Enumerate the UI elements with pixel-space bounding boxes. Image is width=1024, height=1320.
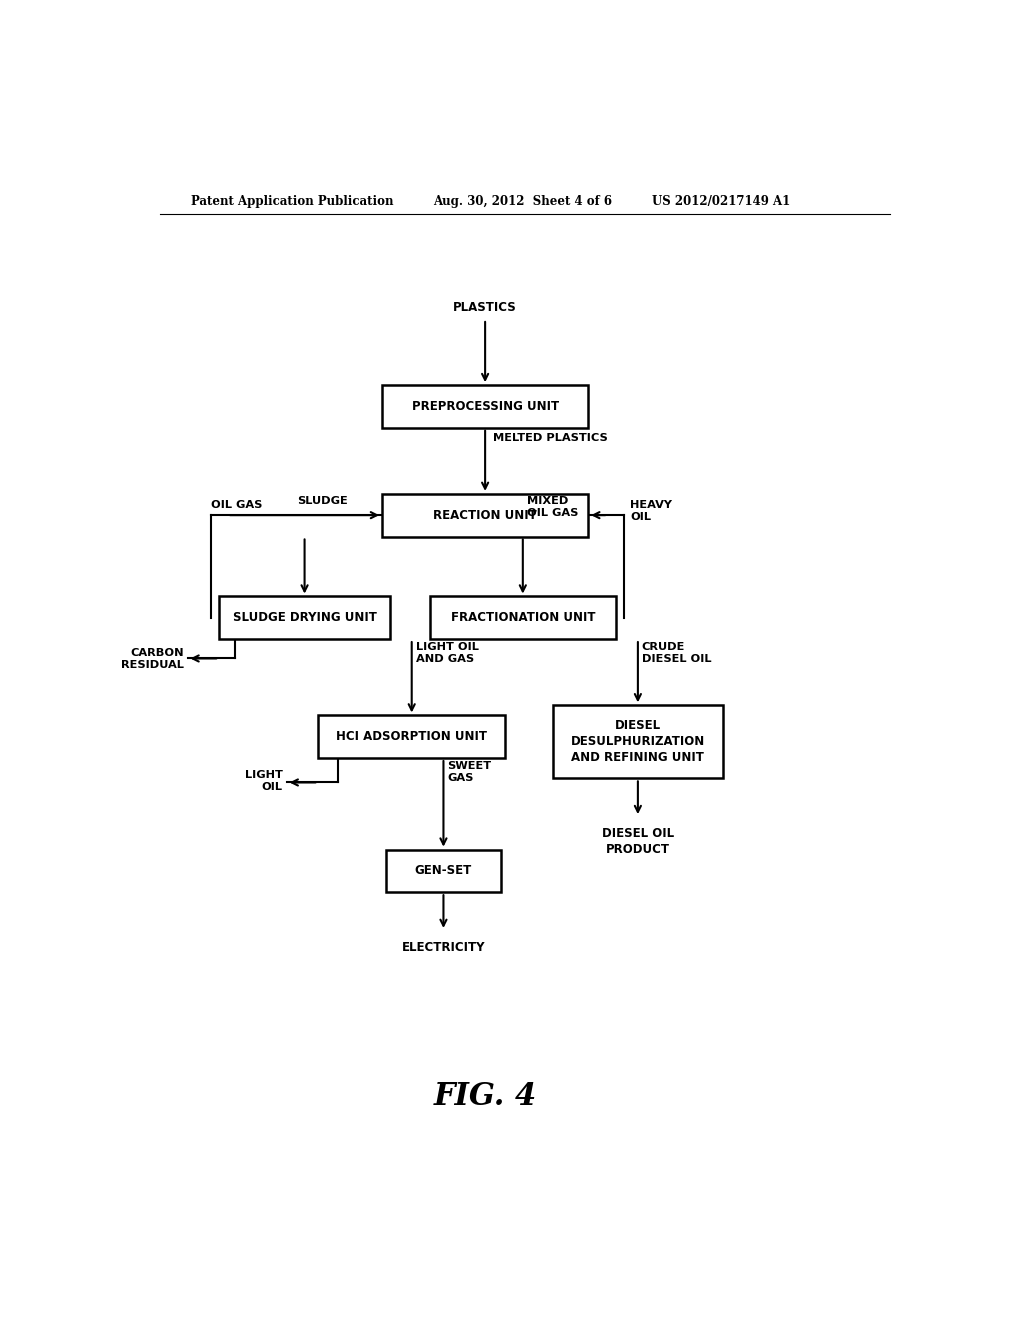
Text: CRUDE
DIESEL OIL: CRUDE DIESEL OIL: [642, 643, 712, 664]
Text: Aug. 30, 2012  Sheet 4 of 6: Aug. 30, 2012 Sheet 4 of 6: [433, 194, 612, 207]
Text: OIL GAS: OIL GAS: [211, 500, 263, 510]
Text: MIXED
OIL GAS: MIXED OIL GAS: [526, 496, 579, 517]
Text: PLASTICS: PLASTICS: [454, 301, 517, 314]
Text: US 2012/0217149 A1: US 2012/0217149 A1: [652, 194, 791, 207]
Text: DIESEL
DESULPHURIZATION
AND REFINING UNIT: DIESEL DESULPHURIZATION AND REFINING UNI…: [570, 719, 705, 764]
Bar: [318, 715, 505, 758]
Text: LIGHT OIL
AND GAS: LIGHT OIL AND GAS: [416, 643, 478, 664]
Text: LIGHT
OIL: LIGHT OIL: [245, 771, 283, 792]
Bar: [430, 597, 616, 639]
Bar: [382, 494, 588, 536]
Text: REACTION UNIT: REACTION UNIT: [433, 508, 537, 521]
Text: PREPROCESSING UNIT: PREPROCESSING UNIT: [412, 400, 559, 413]
Bar: [386, 850, 501, 892]
Text: FRACTIONATION UNIT: FRACTIONATION UNIT: [451, 611, 595, 624]
Text: ELECTRICITY: ELECTRICITY: [401, 941, 485, 954]
Text: FIG. 4: FIG. 4: [433, 1081, 537, 1111]
Text: SLUDGE: SLUDGE: [297, 496, 347, 506]
Bar: [553, 705, 723, 779]
Text: HEAVY
OIL: HEAVY OIL: [631, 500, 673, 521]
Text: MELTED PLASTICS: MELTED PLASTICS: [494, 433, 608, 442]
Bar: [219, 597, 390, 639]
Text: CARBON
RESIDUAL: CARBON RESIDUAL: [121, 648, 183, 671]
Text: SWEET
GAS: SWEET GAS: [447, 762, 492, 783]
Text: SLUDGE DRYING UNIT: SLUDGE DRYING UNIT: [232, 611, 377, 624]
Text: GEN-SET: GEN-SET: [415, 865, 472, 878]
Text: DIESEL OIL
PRODUCT: DIESEL OIL PRODUCT: [602, 828, 674, 855]
Text: Patent Application Publication: Patent Application Publication: [191, 194, 394, 207]
Bar: [382, 385, 588, 428]
Text: HCI ADSORPTION UNIT: HCI ADSORPTION UNIT: [336, 730, 487, 743]
